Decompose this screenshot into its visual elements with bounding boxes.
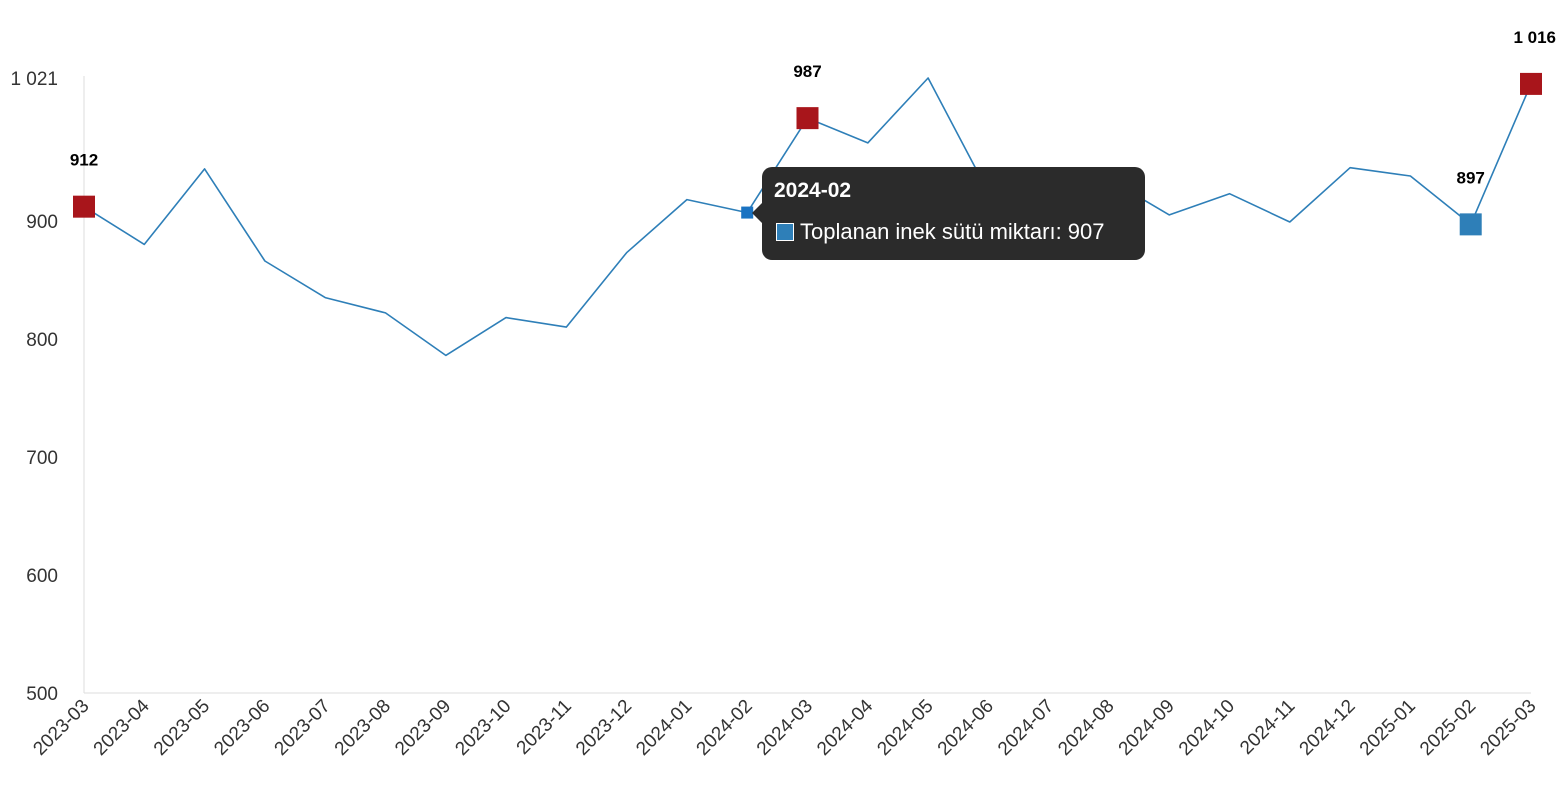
- x-tick-label: 2024-05: [873, 696, 937, 760]
- tooltip-arrow: [752, 203, 762, 223]
- data-label: 1 016: [1513, 28, 1556, 47]
- x-tick-label: 2024-01: [632, 696, 696, 760]
- y-tick-label: 600: [26, 566, 58, 587]
- tooltip: 2024-02 Toplanan inek sütü miktarı: 907: [752, 167, 1145, 260]
- hover-marker: [741, 206, 754, 219]
- x-tick-label: 2025-02: [1416, 696, 1480, 760]
- x-tick-label: 2024-08: [1054, 696, 1118, 760]
- y-tick-label: 700: [26, 448, 58, 469]
- x-tick-label: 2023-10: [451, 696, 515, 760]
- tooltip-swatch-icon: [776, 223, 794, 241]
- highlight-marker: [73, 195, 95, 218]
- x-tick-label: 2024-11: [1236, 696, 1299, 759]
- x-tick-label: 2023-11: [513, 696, 576, 759]
- y-tick-label: 800: [26, 330, 58, 351]
- highlight-marker: [796, 107, 819, 130]
- x-tick-label: 2024-07: [994, 696, 1058, 760]
- x-tick-label: 2024-06: [934, 696, 998, 760]
- x-tick-label: 2024-03: [753, 696, 817, 760]
- y-tick-label: 900: [26, 212, 58, 233]
- x-tick-label: 2023-09: [391, 696, 455, 760]
- x-tick-label: 2025-01: [1356, 696, 1420, 760]
- highlight-marker: [1520, 72, 1542, 95]
- x-tick-label: 2024-02: [693, 696, 757, 760]
- x-axis: 2023-032023-042023-052023-062023-072023-…: [29, 692, 1541, 760]
- x-tick-label: 2024-09: [1115, 696, 1179, 760]
- x-tick-label: 2024-12: [1296, 696, 1360, 760]
- x-tick-label: 2023-07: [271, 696, 335, 760]
- x-tick-label: 2024-10: [1175, 696, 1239, 760]
- x-tick-label: 2023-12: [572, 696, 636, 760]
- x-tick-label: 2023-03: [29, 696, 93, 760]
- x-tick-label: 2023-05: [150, 696, 214, 760]
- y-tick-label: 1 021: [10, 69, 58, 90]
- highlight-marker: [1459, 213, 1482, 236]
- data-label: 912: [70, 151, 98, 170]
- y-tick-label: 500: [26, 684, 58, 705]
- x-tick-label: 2023-08: [331, 696, 395, 760]
- data-label: 897: [1457, 168, 1485, 187]
- tooltip-series-row: Toplanan inek sütü miktarı: 907: [776, 219, 1105, 245]
- y-axis: 500 600 700 800 900 1 021: [10, 69, 85, 705]
- plot-area: 912 987 897 1 016: [70, 28, 1556, 357]
- tooltip-series-label: Toplanan inek sütü miktarı: 907: [800, 219, 1105, 244]
- data-label: 987: [793, 62, 821, 81]
- x-tick-label: 2023-06: [210, 696, 274, 760]
- tooltip-title: 2024-02: [774, 179, 852, 202]
- x-tick-label: 2025-03: [1476, 696, 1540, 760]
- x-tick-label: 2023-04: [90, 695, 154, 759]
- x-tick-label: 2024-04: [813, 695, 877, 759]
